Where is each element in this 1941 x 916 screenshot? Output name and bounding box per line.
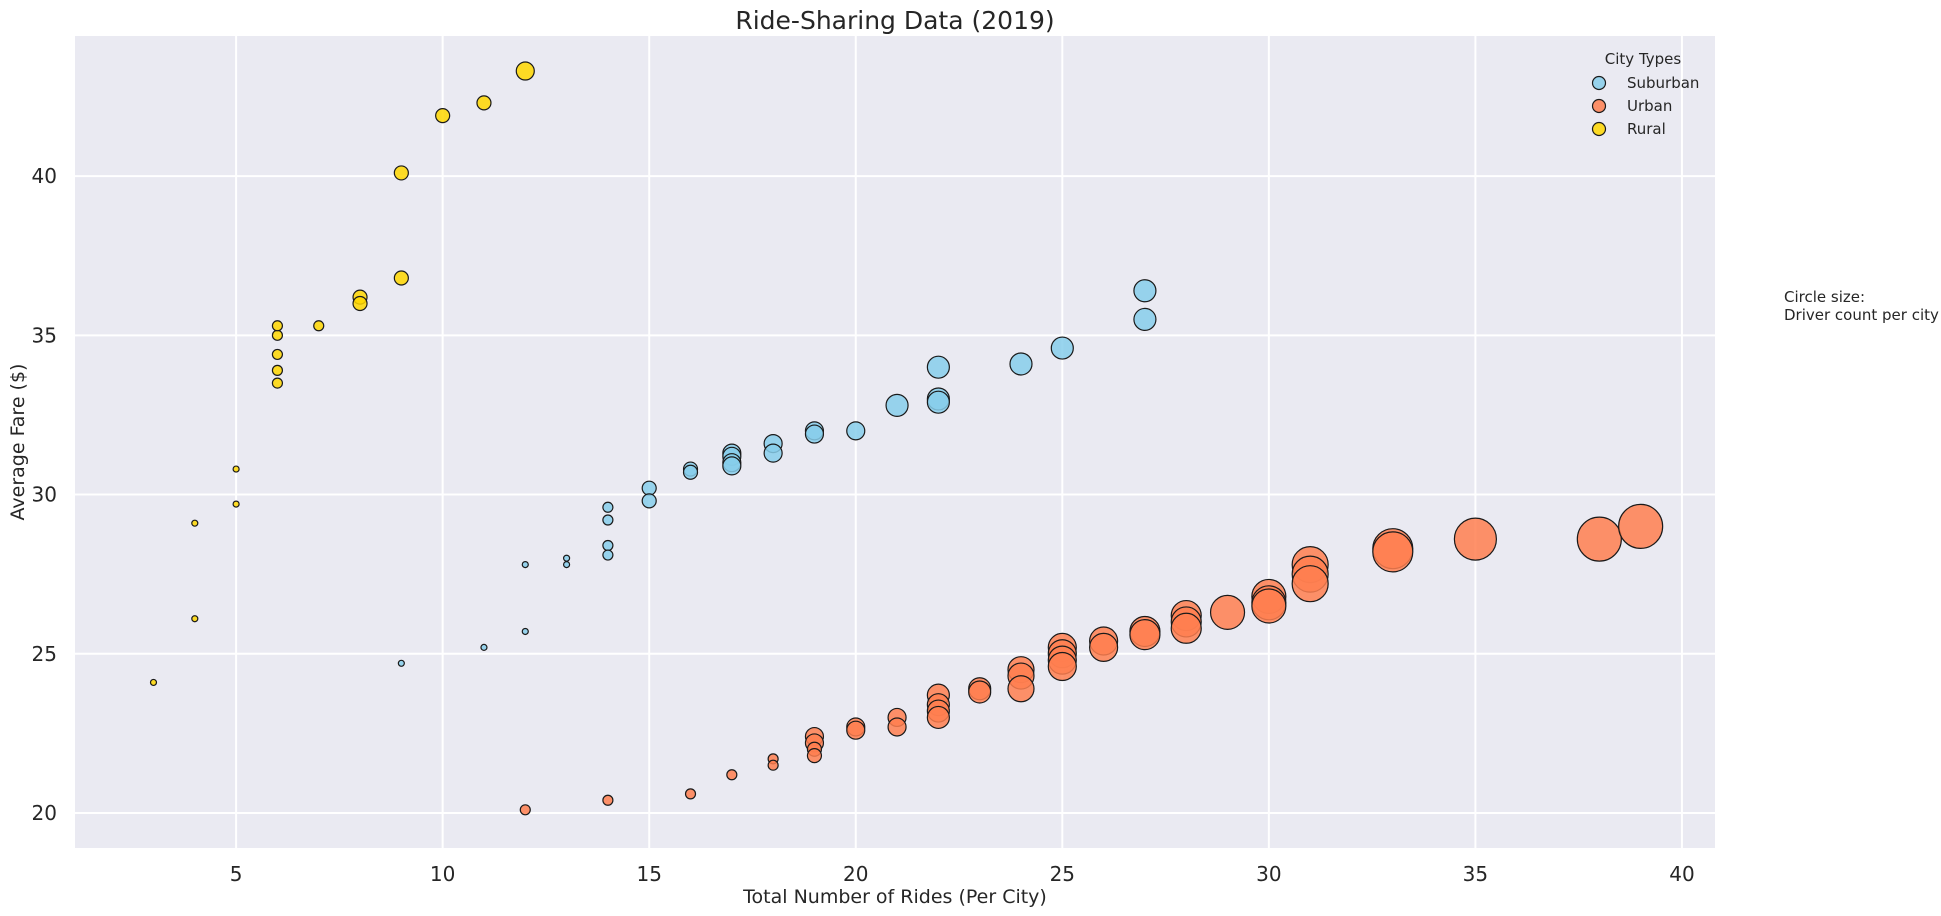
- series-urban: [519, 503, 1664, 816]
- data-point: [521, 627, 529, 636]
- y-tick-label: 20: [32, 801, 57, 825]
- data-point: [352, 295, 368, 312]
- data-point: [1209, 594, 1246, 630]
- data-point: [271, 364, 284, 376]
- x-tick-label: 15: [636, 862, 661, 886]
- data-point: [476, 95, 492, 111]
- data-point: [393, 165, 409, 181]
- data-point: [602, 514, 614, 526]
- data-point: [926, 705, 950, 730]
- data-point: [1133, 279, 1157, 303]
- x-tick-label: 5: [230, 862, 243, 886]
- y-tick-label: 40: [32, 164, 57, 188]
- data-point: [722, 456, 742, 476]
- grid-lines: [75, 36, 1715, 848]
- x-tick-label: 35: [1463, 862, 1488, 886]
- data-point: [232, 500, 240, 508]
- y-tick-label: 25: [32, 642, 57, 666]
- data-point: [480, 643, 488, 651]
- data-point: [191, 615, 199, 623]
- data-point: [1618, 503, 1664, 549]
- x-tick-label: 20: [843, 862, 868, 886]
- legend: City Types Suburban Urban Rural: [1591, 50, 1699, 138]
- x-tick-label: 10: [430, 862, 455, 886]
- data-point: [641, 480, 657, 496]
- data-point: [562, 554, 571, 562]
- data-point: [1576, 516, 1622, 562]
- x-tick-label: 25: [1050, 862, 1075, 886]
- data-point: [846, 720, 866, 740]
- data-point: [1251, 588, 1287, 624]
- data-point: [519, 804, 531, 816]
- data-point: [1291, 565, 1329, 603]
- data-point: [1453, 517, 1498, 561]
- data-point: [271, 348, 284, 361]
- data-point: [726, 769, 738, 781]
- data-point: [1133, 307, 1157, 332]
- data-point: [1007, 675, 1035, 703]
- data-point: [806, 748, 823, 764]
- data-point: [1089, 632, 1119, 662]
- tick-labels: 5 10 15 20 25 30 35 40 20 25 30 35 40: [32, 164, 1695, 886]
- data-point: [684, 788, 697, 800]
- y-tick-label: 30: [32, 483, 57, 507]
- data-point: [393, 270, 409, 286]
- data-point: [1009, 352, 1033, 376]
- series-suburban: [397, 279, 1157, 667]
- data-point: [313, 320, 325, 332]
- legend-entry: Suburban: [1627, 74, 1699, 92]
- data-point: [926, 390, 950, 414]
- circle-size-note: Circle size: Driver count per city: [1784, 288, 1939, 324]
- data-point: [271, 377, 284, 389]
- data-point: [1047, 651, 1077, 682]
- data-point: [149, 678, 158, 687]
- legend-marker: [1591, 98, 1607, 114]
- data-point: [682, 464, 699, 480]
- data-point: [562, 560, 571, 569]
- data-points: [149, 61, 1664, 816]
- legend-entry: Rural: [1627, 120, 1666, 138]
- data-point: [1129, 619, 1161, 651]
- chart-title: Ride-Sharing Data (2019): [735, 6, 1054, 35]
- data-point: [602, 549, 614, 561]
- series-rural: [149, 61, 535, 687]
- data-point: [804, 424, 825, 444]
- data-point: [232, 465, 240, 473]
- data-point: [1170, 612, 1202, 644]
- data-point: [763, 443, 783, 463]
- data-point: [926, 355, 950, 379]
- x-axis-label: Total Number of Rides (Per City): [742, 886, 1047, 908]
- data-point: [435, 108, 451, 124]
- legend-title: City Types: [1605, 50, 1682, 68]
- data-point: [846, 421, 866, 441]
- note-line-1: Circle size:: [1784, 288, 1865, 306]
- data-point: [885, 393, 909, 417]
- x-tick-label: 40: [1669, 862, 1694, 886]
- data-point: [641, 493, 657, 509]
- x-tick-label: 30: [1256, 862, 1281, 886]
- legend-marker: [1591, 121, 1607, 137]
- data-point: [191, 519, 199, 527]
- data-point: [602, 539, 614, 552]
- legend-marker: [1591, 75, 1607, 91]
- data-point: [968, 680, 992, 704]
- data-point: [1372, 531, 1414, 573]
- data-point: [515, 61, 535, 81]
- legend-entry: Urban: [1627, 97, 1672, 115]
- note-line-2: Driver count per city: [1784, 306, 1939, 324]
- data-point: [397, 659, 405, 667]
- y-tick-label: 35: [32, 323, 57, 347]
- data-point: [521, 560, 529, 569]
- data-point: [767, 759, 779, 771]
- data-point: [887, 717, 907, 737]
- data-point: [271, 329, 284, 341]
- data-point: [1050, 336, 1074, 360]
- data-point: [271, 320, 284, 332]
- y-axis-label: Average Fare ($): [7, 364, 29, 521]
- data-point: [602, 794, 614, 806]
- data-point: [602, 501, 614, 513]
